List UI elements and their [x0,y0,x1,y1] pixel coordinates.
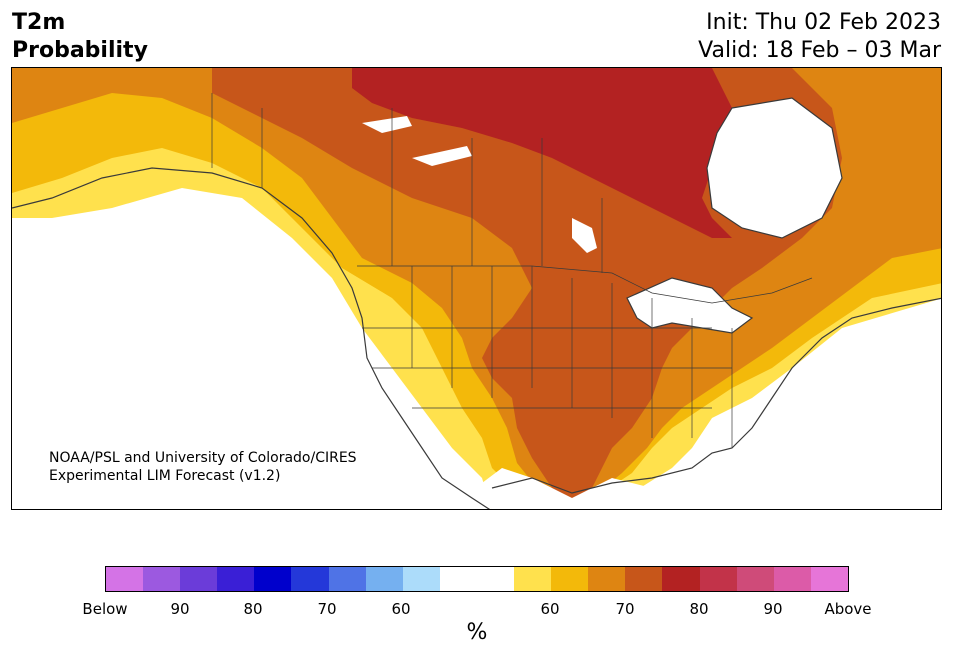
probability-map [12,68,941,509]
west-coast [12,167,491,509]
colorbar-tick-label: 80 [689,600,709,618]
hudson-bay [707,98,842,238]
colorbar-tick-label: 80 [243,600,263,618]
colorbar-segment-below_55 [402,567,440,591]
colorbar-tick-label: 70 [317,600,337,618]
arctic-lake-1 [362,116,412,133]
colorbar-segment-below_65 [328,567,366,591]
colorbar-tick-label: 70 [615,600,635,618]
colorbar-segment-above_90 [773,567,811,591]
hudson-bay-coast [706,97,843,239]
colorbar-segment-below_80 [217,567,255,591]
colorbar-segment-below_70 [291,567,329,591]
colorbar-segment-below_90 [143,567,181,591]
colorbar-segment-above_55 [514,567,552,591]
plot-title: T2m Probability [12,9,148,65]
title-variable: T2m [12,10,66,35]
colorbar-segment-above_60 [551,567,589,591]
canada-provinces [211,93,603,273]
credit-line2: Experimental LIM Forecast (v1.2) [49,468,281,484]
title-metric: Probability [12,38,148,63]
colorbar-segment-above_80 [699,567,737,591]
water-bodies [362,98,842,509]
gulf-of-mexico [482,468,779,509]
great-lakes [627,278,752,333]
us-states [362,266,733,448]
colorbar-segment-above_65 [588,567,626,591]
winnipeg-lake [572,218,597,253]
colorbar-segment-below_85 [180,567,218,591]
colorbar-tick-label: Above [824,600,872,618]
colorbar-segment-neutral [439,567,477,591]
colorbar-tick-label: Below [82,600,128,618]
coastlines [12,97,941,509]
init-date: Init: Thu 02 Feb 2023 [706,10,941,35]
valid-range: Valid: 18 Feb – 03 Mar [698,38,941,63]
political-borders [211,93,813,448]
colorbar-unit: % [466,620,488,645]
colorbar-tick-label: 60 [391,600,411,618]
colorbar-segment-below_60 [365,567,403,591]
colorbar-segment-neutral [476,567,515,591]
colorbar-segment-below_95 [106,567,144,591]
colorbar [105,566,849,592]
colorbar-segment-above_85 [736,567,774,591]
colorbar-segment-below_75 [254,567,292,591]
colorbar-tick-label: 90 [763,600,783,618]
arctic-lake-2 [412,146,472,166]
colorbar-segment-above_75 [662,567,700,591]
map-panel [11,67,942,510]
colorbar-segment-above_70 [625,567,663,591]
colorbar-tick-label: 90 [170,600,190,618]
colorbar-tick-label: 60 [540,600,560,618]
credit-text: NOAA/PSL and University of Colorado/CIRE… [49,449,357,485]
forecast-dates: Init: Thu 02 Feb 2023 Valid: 18 Feb – 03… [698,9,941,65]
credit-line1: NOAA/PSL and University of Colorado/CIRE… [49,450,357,466]
colorbar-segment-above_95 [810,567,848,591]
